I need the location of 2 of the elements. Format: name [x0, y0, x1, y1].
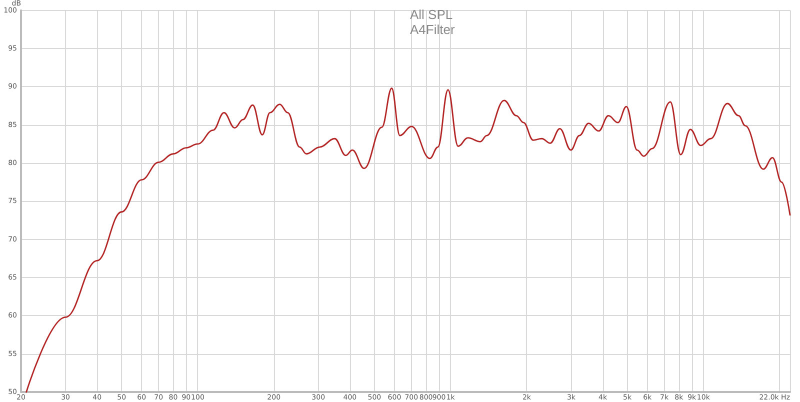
chart-title: All SPL — [410, 7, 453, 22]
text: A4Filter — [410, 22, 456, 37]
